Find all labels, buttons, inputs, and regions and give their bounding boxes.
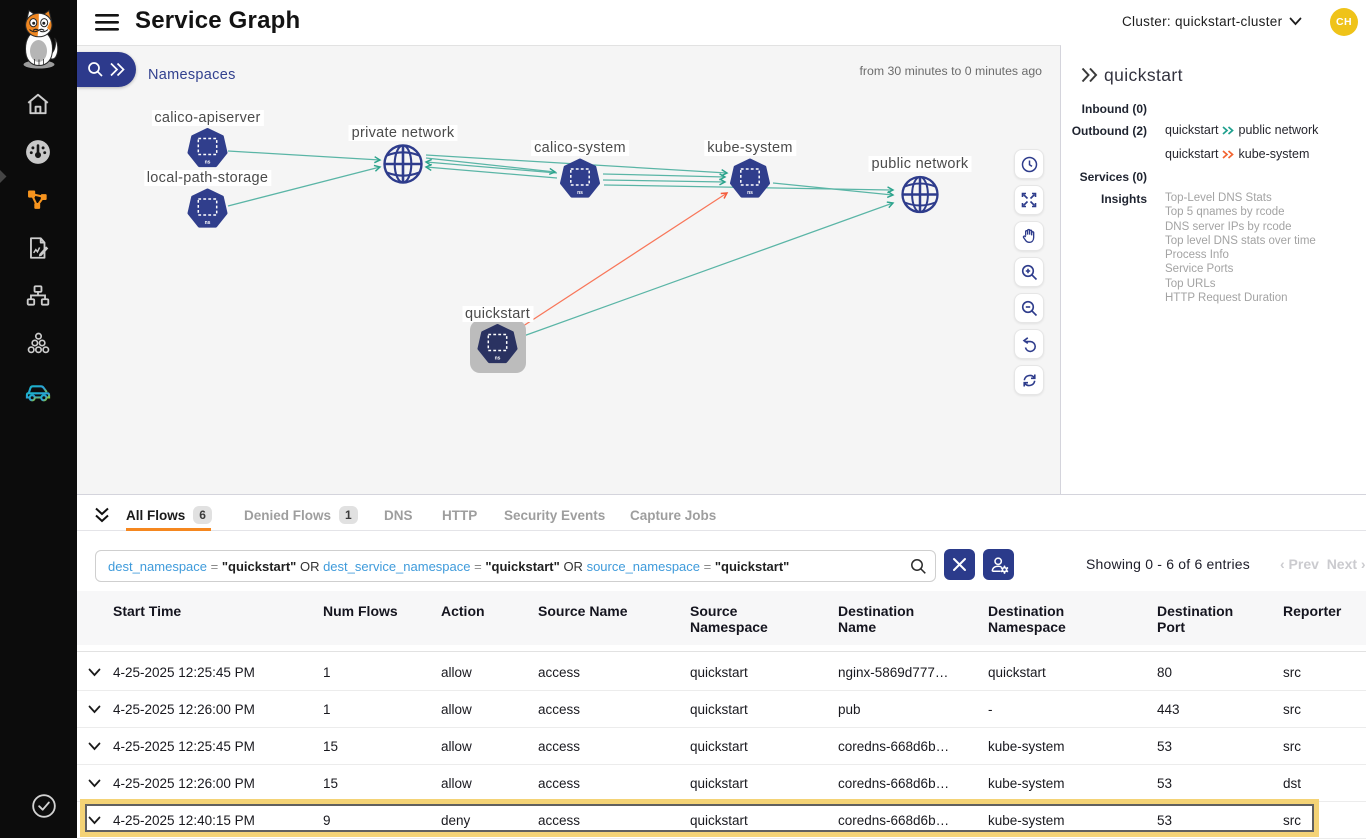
svg-text:ns: ns (205, 220, 211, 226)
svg-text:ns: ns (747, 190, 753, 196)
svg-text:ns: ns (205, 159, 211, 165)
svg-text:ns: ns (495, 355, 501, 361)
svg-text:ns: ns (577, 190, 583, 196)
